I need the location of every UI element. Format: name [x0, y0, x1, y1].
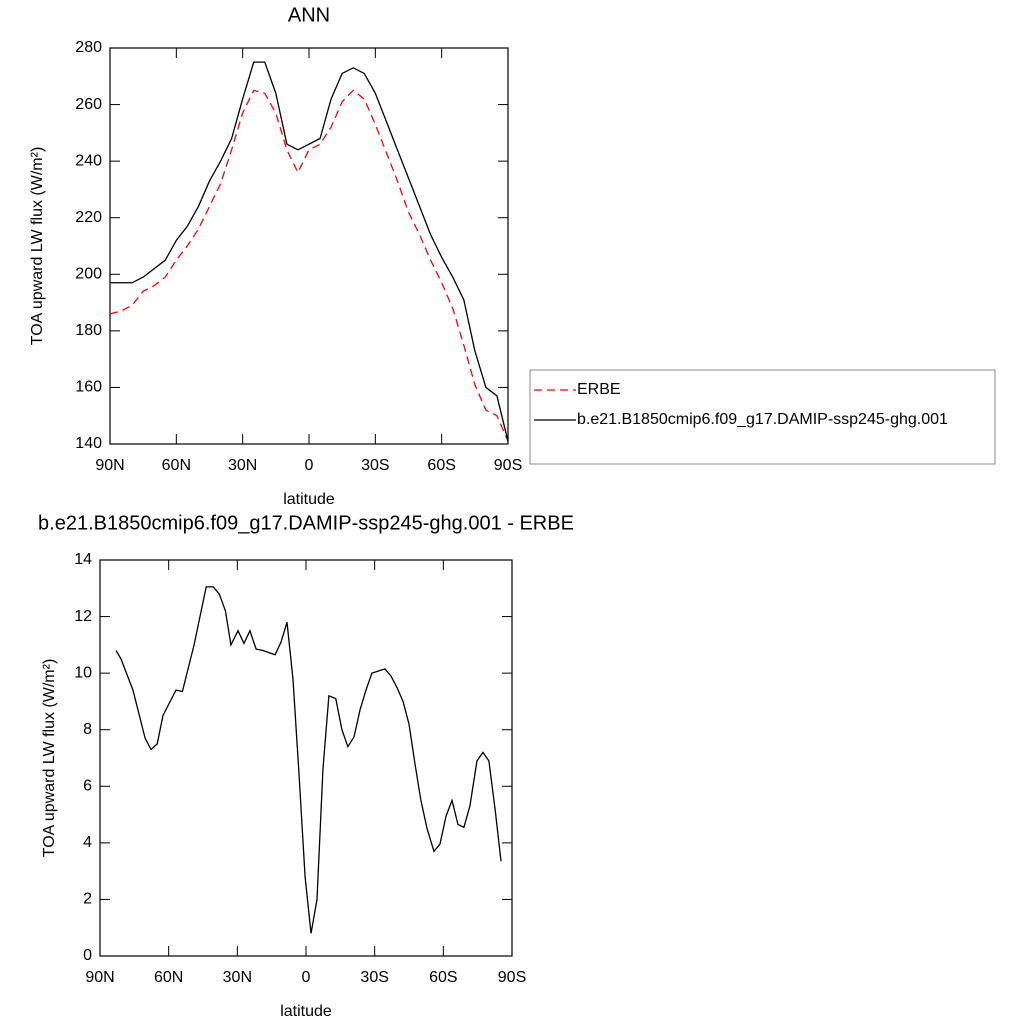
- x-tick-label: 90S: [498, 969, 526, 986]
- y-tick-label: 4: [83, 834, 92, 851]
- x-tick-label: 30N: [228, 457, 257, 474]
- series-line: [110, 61, 509, 442]
- x-tick-label: 30S: [360, 969, 388, 986]
- chart-title: b.e21.B1850cmip6.f09_g17.DAMIP-ssp245-gh…: [38, 512, 574, 534]
- legend-label: b.e21.B1850cmip6.f09_g17.DAMIP-ssp245-gh…: [577, 411, 948, 428]
- y-tick-label: 140: [75, 435, 102, 452]
- y-tick-label: 220: [75, 209, 102, 226]
- legend-label: ERBE: [577, 381, 621, 398]
- y-tick-label: 260: [75, 96, 102, 113]
- x-axis-label: latitude: [283, 491, 335, 508]
- y-tick-label: 14: [74, 551, 92, 568]
- x-tick-label: 0: [305, 457, 314, 474]
- x-tick-label: 90S: [494, 457, 522, 474]
- x-axis-label: latitude: [280, 1003, 332, 1020]
- series-line: [115, 586, 502, 934]
- y-tick-label: 160: [75, 379, 102, 396]
- x-tick-label: 90N: [85, 969, 114, 986]
- x-tick-label: 0: [302, 969, 311, 986]
- plot-frame: [109, 47, 509, 445]
- y-tick-label: 8: [83, 721, 92, 738]
- x-tick-label: 30N: [223, 969, 252, 986]
- x-tick-label: 60S: [429, 969, 457, 986]
- y-tick-label: 2: [83, 891, 92, 908]
- y-tick-label: 12: [74, 608, 92, 625]
- y-tick-label: 200: [75, 266, 102, 283]
- y-tick-label: 0: [83, 947, 92, 964]
- x-tick-label: 30S: [361, 457, 389, 474]
- chart-title: ANN: [288, 4, 330, 26]
- x-tick-label: 60N: [162, 457, 191, 474]
- x-tick-label: 90N: [95, 457, 124, 474]
- plot-frame: [99, 559, 513, 957]
- y-tick-label: 280: [75, 39, 102, 56]
- y-tick-label: 180: [75, 322, 102, 339]
- y-tick-label: 240: [75, 152, 102, 169]
- x-tick-label: 60N: [154, 969, 183, 986]
- series-line: [109, 89, 509, 442]
- y-tick-label: 10: [74, 664, 92, 681]
- y-tick-label: 6: [83, 778, 92, 795]
- y-axis-label: TOA upward LW flux (W/m²): [41, 659, 58, 858]
- x-tick-label: 60S: [427, 457, 455, 474]
- legend-box: [529, 369, 996, 465]
- y-axis-label: TOA upward LW flux (W/m²): [29, 147, 46, 346]
